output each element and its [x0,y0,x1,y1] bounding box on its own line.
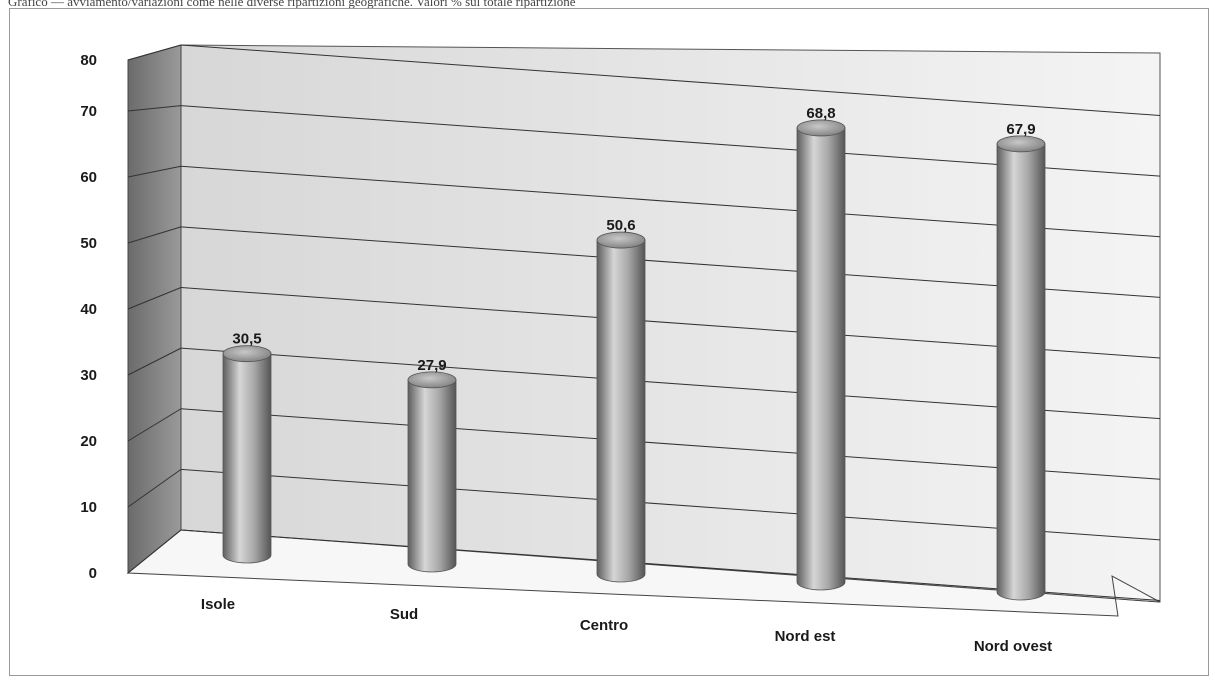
figure-caption: Grafico — avviamento/variazioni come nel… [8,0,576,9]
bar-top [407,371,457,389]
bar-top [222,345,272,363]
bar-body [796,127,846,591]
bar: 50,6 [596,217,646,583]
y-tick-label: 80 [80,52,97,69]
x-tick-label: Nord ovest [974,638,1052,655]
data-label: 27,9 [417,357,446,374]
gridline-side [127,165,182,178]
bar-top [596,231,646,249]
gridline-side [127,529,182,574]
x-tick-label: Nord est [775,628,836,645]
data-label: 68,8 [806,105,835,122]
bar-body [222,353,272,564]
y-tick-label: 40 [80,301,97,318]
gridline-side [127,347,182,376]
y-tick-label: 20 [80,433,97,450]
x-axis: Isole Sud Centro Nord est Nord ovest [201,596,1052,655]
gridline-side [127,105,182,112]
gridline-side [127,287,182,310]
data-label: 30,5 [232,331,261,348]
bar-body [596,239,646,583]
bar: 30,5 [222,331,272,564]
y-tick-label: 0 [89,565,97,582]
y-tick-label: 50 [80,235,97,252]
bar: 68,8 [796,105,846,591]
y-tick-label: 60 [80,169,97,186]
bar-top [796,119,846,137]
bars: 30,5 27,9 50,6 68,8 67,9 [222,105,1046,601]
x-tick-label: Isole [201,596,235,613]
bar-body [996,143,1046,601]
bar-top [996,135,1046,153]
x-tick-label: Centro [580,617,628,634]
bar-body [407,379,457,573]
data-label: 67,9 [1006,121,1035,138]
chart-frame [9,8,1209,676]
bar: 67,9 [996,121,1046,601]
gridline-side [127,226,182,244]
x-tick-label: Sud [390,606,418,623]
gridline-side [127,468,182,508]
gridline-side [127,408,182,442]
bar: 27,9 [407,357,457,573]
y-tick-label: 30 [80,367,97,384]
gridline [180,44,1161,116]
y-axis: 0 10 20 30 40 50 60 70 80 [80,52,97,582]
gridline-side [127,44,182,61]
side-wall [127,44,182,575]
y-tick-label: 10 [80,499,97,516]
y-tick-label: 70 [80,103,97,120]
data-label: 50,6 [606,217,635,234]
